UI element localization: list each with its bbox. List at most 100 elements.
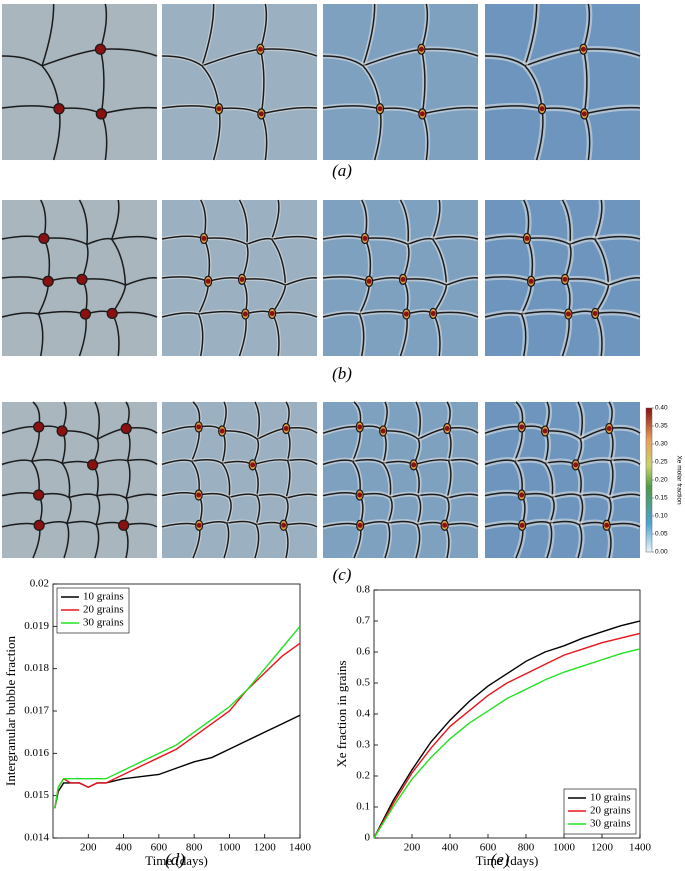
grain-boundary bbox=[94, 524, 100, 559]
y-tick-label: 0.016 bbox=[24, 747, 49, 759]
x-tick-label: 1000 bbox=[218, 842, 241, 854]
y-tick-label: 0 bbox=[365, 832, 371, 844]
series-line bbox=[54, 625, 301, 809]
grain-boundary bbox=[285, 460, 291, 499]
legend-label: 10 grains bbox=[590, 792, 631, 804]
grain-boundary bbox=[402, 278, 447, 286]
bubble-core bbox=[216, 106, 222, 112]
bubble-core bbox=[539, 106, 545, 112]
bubble-core bbox=[592, 310, 598, 316]
grain-boundary bbox=[125, 493, 158, 499]
grain-boundary bbox=[125, 460, 131, 499]
grain-boundary bbox=[127, 458, 158, 466]
micrograph bbox=[1, 199, 158, 357]
colorbar-tick-label: 0.20 bbox=[655, 477, 668, 484]
grain-boundary bbox=[111, 238, 127, 286]
bubble-core bbox=[269, 310, 275, 316]
grain-boundary bbox=[446, 460, 452, 499]
bubble-core bbox=[444, 426, 450, 432]
legend-label: 30 grains bbox=[83, 617, 124, 629]
colorbar-tick-label: 0.25 bbox=[655, 459, 668, 466]
bubble-core bbox=[519, 424, 525, 430]
x-tick-label: 1400 bbox=[289, 842, 312, 854]
grain-boundary bbox=[221, 462, 231, 498]
grain-boundary bbox=[415, 401, 421, 440]
y-axis-label: Intergranular bubble fraction bbox=[3, 636, 18, 786]
bubble-core bbox=[205, 278, 211, 284]
panel-label: (c) bbox=[333, 565, 352, 584]
series-line bbox=[373, 648, 641, 839]
bubble-core bbox=[97, 46, 103, 52]
grain-boundary bbox=[63, 523, 70, 559]
grain-boundary bbox=[546, 523, 553, 559]
legend-label: 30 grains bbox=[590, 818, 631, 830]
grain-boundary bbox=[358, 313, 365, 357]
grain-boundary bbox=[422, 106, 479, 115]
bubble-core bbox=[542, 428, 548, 434]
bubble-core bbox=[519, 522, 525, 528]
grain-boundary bbox=[161, 459, 192, 466]
grain-boundary bbox=[41, 3, 55, 67]
grain-boundary bbox=[228, 493, 258, 499]
colorbar-tick-label: 0.35 bbox=[655, 423, 668, 430]
grain-boundary bbox=[260, 48, 318, 57]
micrograph-background bbox=[2, 4, 157, 160]
grain-boundary bbox=[561, 199, 572, 245]
grain-boundary bbox=[446, 493, 479, 499]
grain-boundary bbox=[387, 497, 393, 524]
grain-boundary bbox=[595, 311, 641, 318]
grain-boundary bbox=[125, 277, 158, 286]
colorbar-title: Xe molar fraction bbox=[675, 455, 682, 505]
grain-boundary bbox=[31, 459, 63, 464]
x-tick-label: 1200 bbox=[254, 842, 277, 854]
grain-boundary bbox=[255, 495, 261, 525]
bubble-core bbox=[419, 111, 425, 117]
grain-boundary bbox=[569, 237, 595, 246]
x-tick-label: 1000 bbox=[553, 842, 576, 854]
colorbar-tick-label: 0.00 bbox=[655, 549, 668, 556]
series-line bbox=[373, 632, 641, 839]
grain-boundary bbox=[610, 458, 641, 466]
bubble-core bbox=[442, 522, 448, 528]
bubble-core bbox=[606, 426, 612, 432]
bubble-core bbox=[580, 46, 586, 52]
micrograph bbox=[484, 399, 642, 560]
bubble-core bbox=[36, 424, 42, 430]
grain-boundary bbox=[61, 462, 71, 498]
grain-boundary bbox=[416, 495, 422, 525]
bubble-core bbox=[380, 428, 386, 434]
bubble-core bbox=[377, 106, 383, 112]
y-axis-label: Xe fraction in grains bbox=[334, 660, 349, 767]
y-tick-label: 0.8 bbox=[356, 584, 370, 596]
grain-boundary bbox=[520, 313, 527, 357]
colorbar bbox=[645, 407, 653, 553]
bubble-core bbox=[90, 462, 96, 468]
grain-boundary bbox=[577, 401, 583, 440]
grain-boundary bbox=[94, 401, 100, 440]
grain-boundary bbox=[261, 106, 318, 115]
grain-boundary bbox=[1, 55, 43, 67]
x-tick-label: 400 bbox=[442, 842, 459, 854]
x-tick-label: 200 bbox=[80, 842, 97, 854]
grain-boundary bbox=[593, 199, 603, 240]
bubble-core bbox=[257, 46, 263, 52]
panel-label: (a) bbox=[332, 161, 352, 180]
grain-boundary bbox=[484, 55, 526, 67]
grain-boundary bbox=[608, 277, 641, 286]
grain-boundary bbox=[446, 277, 479, 286]
grain-boundary bbox=[484, 459, 515, 466]
grain-boundary bbox=[203, 237, 248, 246]
grain-boundary bbox=[524, 3, 538, 67]
x-tick-label: 800 bbox=[186, 842, 203, 854]
bubble-core bbox=[98, 111, 104, 117]
grain-boundary bbox=[256, 493, 287, 499]
bubble-core bbox=[59, 428, 65, 434]
grain-boundary bbox=[322, 459, 353, 466]
x-tick-label: 600 bbox=[480, 842, 497, 854]
grain-boundary bbox=[161, 55, 203, 67]
grain-boundary bbox=[417, 493, 448, 499]
grain-boundary bbox=[201, 3, 215, 67]
grain-boundary bbox=[544, 462, 554, 498]
grain-boundary bbox=[66, 520, 97, 526]
grain-boundary bbox=[272, 311, 318, 318]
